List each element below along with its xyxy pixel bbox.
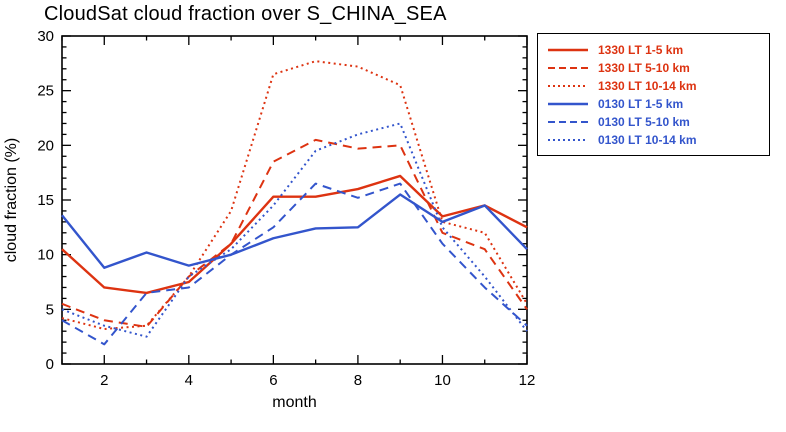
legend-label: 0130 LT 1-5 km (598, 96, 684, 111)
legend-line-sample (548, 102, 588, 105)
x-tick-label: 10 (434, 372, 451, 389)
series-0130-lt-1-5-km (61, 193, 528, 269)
x-tick-label: 8 (354, 372, 362, 389)
legend-entry: 1330 LT 10-14 km (546, 78, 761, 93)
legend-line-sample (548, 84, 588, 87)
legend-entry: 1330 LT 5-10 km (546, 60, 761, 75)
x-tick-label: 6 (269, 372, 277, 389)
legend-entry: 1330 LT 1-5 km (546, 42, 761, 57)
plot-frame (61, 35, 528, 365)
x-tick-label: 2 (100, 372, 108, 389)
y-tick-label: 0 (46, 356, 54, 373)
series-0130-lt-10-14-km (61, 122, 528, 338)
legend-line-sample (548, 120, 588, 123)
y-tick-label: 30 (37, 28, 54, 45)
chart-title: CloudSat cloud fraction over S_CHINA_SEA (44, 3, 447, 25)
y-tick-label: 25 (37, 83, 54, 100)
legend-entry: 0130 LT 1-5 km (546, 96, 761, 111)
legend-label: 0130 LT 5-10 km (598, 114, 690, 129)
y-tick-label: 15 (37, 192, 54, 209)
series-0130-lt-5-10-km (61, 182, 528, 346)
legend-line-sample (548, 48, 588, 51)
legend-entry: 0130 LT 5-10 km (546, 114, 761, 129)
x-axis-title: month (272, 394, 316, 411)
x-tick-label: 12 (519, 372, 536, 389)
legend-label: 1330 LT 5-10 km (598, 60, 690, 75)
y-axis-title: cloud fraction (%) (3, 138, 20, 263)
legend-label: 0130 LT 10-14 km (598, 132, 697, 147)
legend-line-sample (548, 138, 588, 141)
legend: 1330 LT 1-5 km 1330 LT 5-10 km 1330 LT 10-… (537, 33, 770, 156)
series-1330-lt-1-5-km (61, 174, 528, 295)
legend-line-sample (548, 66, 588, 69)
series-1330-lt-5-10-km (61, 138, 528, 328)
legend-label: 1330 LT 10-14 km (598, 78, 697, 93)
y-tick-label: 20 (37, 137, 54, 154)
legend-label: 1330 LT 1-5 km (598, 42, 684, 57)
y-tick-label: 5 (46, 301, 54, 318)
series-1330-lt-10-14-km (61, 60, 528, 331)
legend-entry: 0130 LT 10-14 km (546, 132, 761, 147)
y-tick-label: 10 (37, 247, 54, 264)
x-tick-label: 4 (185, 372, 193, 389)
